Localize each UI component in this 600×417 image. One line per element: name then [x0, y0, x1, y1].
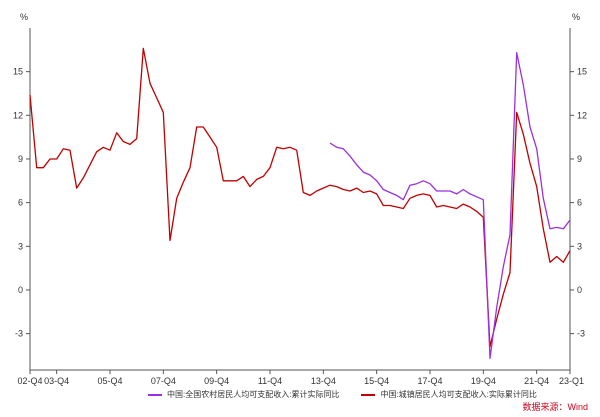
- legend: 中国:全国农村居民人均可支配收入:累计实际同比 中国:城镇居民人均可支配收入:实…: [148, 389, 537, 400]
- y-tick-right-label: 9: [577, 154, 582, 164]
- x-tick-label: 09-Q4: [204, 376, 229, 386]
- y-tick-right-label: 6: [577, 198, 582, 208]
- y-tick-right-label: 12: [577, 110, 587, 120]
- series-line-rural: [329, 52, 571, 360]
- x-tick-label: 15-Q4: [364, 376, 389, 386]
- series-line-urban: [29, 47, 571, 348]
- y-tick-right-label: -3: [577, 329, 585, 339]
- y-unit-right: %: [572, 12, 580, 22]
- y-tick-left-label: 9: [18, 154, 23, 164]
- x-tick-label: 11-Q4: [258, 376, 282, 386]
- x-tick-label: 13-Q4: [311, 376, 336, 386]
- x-tick-label: 19-Q4: [471, 376, 496, 386]
- x-tick-label: 21-Q4: [524, 376, 549, 386]
- legend-swatch-urban: [361, 393, 376, 396]
- x-tick-label: 02-Q4: [17, 376, 42, 386]
- x-tick-label: 17-Q4: [417, 376, 442, 386]
- x-tick-label: 23-Q1: [559, 376, 584, 386]
- y-tick-left-label: 6: [18, 198, 23, 208]
- y-tick-left-label: -3: [15, 329, 23, 339]
- y-tick-left-label: 15: [13, 67, 23, 77]
- y-tick-right-label: 15: [577, 67, 587, 77]
- legend-item-urban: 中国:城镇居民人均可支配收入:实际累计同比: [361, 389, 537, 400]
- x-tick-label: 03-Q4: [44, 376, 69, 386]
- legend-swatch-rural: [148, 393, 162, 396]
- x-tick-label: 07-Q4: [151, 376, 176, 386]
- y-tick-right-label: 0: [577, 285, 582, 295]
- y-tick-right-label: 3: [577, 241, 582, 251]
- y-tick-left-label: 12: [13, 110, 23, 120]
- legend-label-urban: 中国:城镇居民人均可支配收入:实际累计同比: [380, 390, 537, 399]
- y-unit-left: %: [20, 12, 28, 22]
- legend-item-rural: 中国:全国农村居民人均可支配收入:累计实际同比: [148, 389, 339, 400]
- source-note: 数据来源：Wind: [522, 402, 588, 412]
- y-tick-left-label: 0: [18, 285, 23, 295]
- y-tick-left-label: 3: [18, 241, 23, 251]
- legend-label-rural: 中国:全国农村居民人均可支配收入:累计实际同比: [167, 390, 340, 399]
- x-tick-label: 05-Q4: [97, 376, 122, 386]
